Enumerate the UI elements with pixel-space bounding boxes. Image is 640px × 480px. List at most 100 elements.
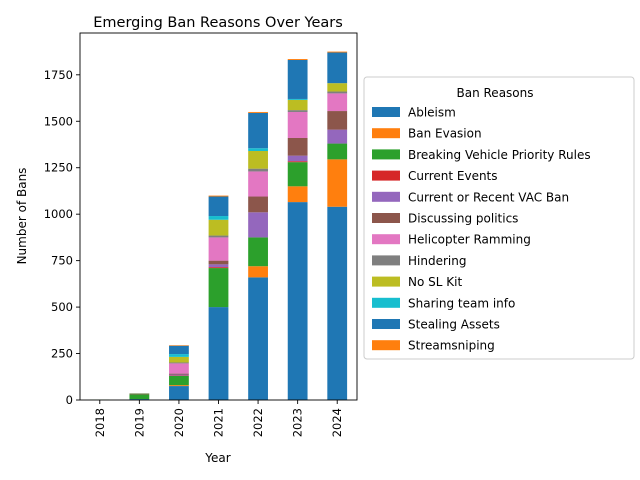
x-axis-ticks: 2018 2019 2020 2021 2022 2023 2024 <box>93 400 344 437</box>
bar-segment <box>248 112 268 149</box>
bar-segment <box>327 93 348 112</box>
legend-swatch <box>372 107 400 117</box>
legend-swatch <box>372 149 400 160</box>
legend-label: Stealing Assets <box>408 318 500 332</box>
legend-swatch <box>372 128 400 139</box>
bar-segment <box>208 268 229 308</box>
bar-segment <box>129 394 150 400</box>
bar-segment <box>169 345 189 346</box>
bar-segment <box>208 216 229 220</box>
x-tick-label: 2024 <box>330 408 344 437</box>
x-tick-label: 2019 <box>132 408 146 437</box>
bar-segment <box>287 162 308 187</box>
bar-segment <box>248 237 268 267</box>
bar-segment <box>287 137 308 156</box>
x-tick-label: 2018 <box>93 408 107 437</box>
y-axis-ticks: 0 250 500 750 1000 1250 1500 1750 <box>44 68 80 407</box>
bar-segment <box>248 111 268 113</box>
legend-swatch <box>372 297 400 308</box>
bar-segment <box>248 171 268 197</box>
legend-label: Ban Evasion <box>408 127 482 141</box>
bar-segment <box>327 83 348 92</box>
bar-segment <box>287 99 308 111</box>
bar-segment <box>248 168 268 172</box>
legend-swatch <box>372 234 400 245</box>
bar-segment <box>287 59 308 99</box>
bar-segment <box>169 386 189 400</box>
bar-segment <box>129 393 150 395</box>
bar-segment <box>169 385 189 387</box>
bar-segment <box>208 196 229 217</box>
bar-segment <box>287 202 308 400</box>
bar-segment <box>208 264 229 268</box>
legend-label: Streamsniping <box>408 339 495 353</box>
legend-label: No SL Kit <box>408 275 462 289</box>
bar-segment <box>129 399 150 400</box>
legend-swatch <box>372 255 400 266</box>
bar-segment <box>248 196 268 213</box>
bar-segment <box>169 362 189 364</box>
legend: Ban Reasons Ableism Ban Evasion Breaking V… <box>363 76 635 360</box>
y-tick-label: 250 <box>51 347 73 361</box>
legend-frame <box>363 76 635 360</box>
legend-swatch <box>372 340 400 351</box>
y-tick-label: 500 <box>51 300 73 314</box>
bar-segment <box>208 260 229 265</box>
legend-label: Sharing team info <box>408 296 515 310</box>
bar-segment <box>208 219 229 236</box>
bar-segment <box>327 52 348 84</box>
legend-title: Ban Reasons <box>457 86 534 100</box>
bar-segment <box>208 307 229 400</box>
legend-label: Current Events <box>408 169 498 183</box>
bar-segment <box>248 277 268 400</box>
bar-segment <box>327 129 348 144</box>
bar-segment <box>169 363 189 374</box>
bar-segment <box>169 345 189 355</box>
bar-segment <box>169 373 189 375</box>
y-tick-label: 1500 <box>44 114 73 128</box>
bar-segment <box>208 237 229 261</box>
bar-segment <box>327 111 348 130</box>
bar-segment <box>287 161 308 163</box>
bar-segment <box>169 354 189 357</box>
legend-swatch <box>372 319 400 329</box>
y-axis-label: Number of Bans <box>15 168 29 265</box>
bars-group <box>89 51 348 400</box>
legend-label: Discussing politics <box>408 212 518 226</box>
bar-segment <box>327 51 348 53</box>
legend-swatch <box>372 191 400 202</box>
chart-title: Emerging Ban Reasons Over Years <box>93 15 343 31</box>
bar-segment <box>208 195 229 197</box>
bar-segment <box>248 266 268 278</box>
bar-segment <box>248 212 268 238</box>
bar-segment <box>327 206 348 400</box>
x-tick-label: 2020 <box>172 408 186 437</box>
legend-swatch <box>372 170 400 181</box>
legend-label: Helicopter Ramming <box>408 233 531 247</box>
bar-segment <box>169 374 189 376</box>
legend-label: Current or Recent VAC Ban <box>408 190 569 204</box>
bar-segment <box>169 375 189 386</box>
y-tick-label: 750 <box>51 254 73 268</box>
bar-segment <box>287 110 308 112</box>
legend-label: Breaking Vehicle Priority Rules <box>408 148 591 162</box>
bar-segment <box>208 267 229 269</box>
bar-segment <box>208 235 229 238</box>
bar-segment <box>327 159 348 207</box>
bar-segment <box>287 59 308 60</box>
y-tick-label: 0 <box>66 393 73 407</box>
legend-items: Ableism Ban Evasion Breaking Vehicle Prior… <box>372 106 591 353</box>
bar-segment <box>287 98 308 100</box>
legend-swatch <box>372 276 400 287</box>
bar-segment <box>287 111 308 138</box>
legend-label: Ableism <box>408 106 456 120</box>
x-axis-label: Year <box>204 451 230 465</box>
bar-segment <box>327 143 348 160</box>
x-tick-label: 2022 <box>251 408 265 437</box>
legend-label: Hindering <box>408 254 466 268</box>
bar-segment <box>248 151 268 169</box>
bar-segment <box>287 186 308 203</box>
y-tick-label: 1000 <box>44 207 73 221</box>
x-tick-label: 2023 <box>291 408 305 437</box>
